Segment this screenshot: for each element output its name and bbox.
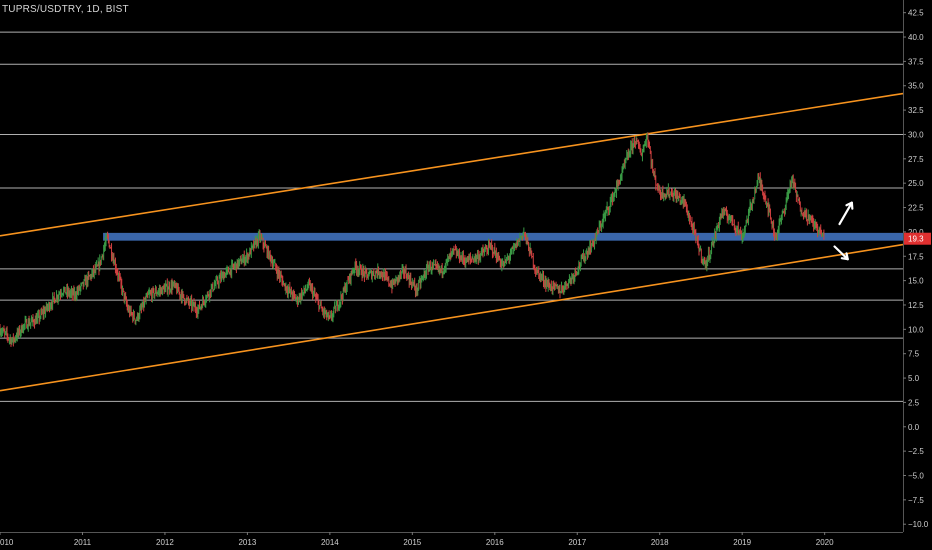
support-zone-rect xyxy=(103,233,903,241)
support-zone xyxy=(103,233,903,241)
y-tick-label-15: 5.0 xyxy=(908,374,920,383)
y-tick-label-13: 10.0 xyxy=(908,325,924,334)
y-tick-label-8: 22.5 xyxy=(908,204,924,213)
x-tick-label-6: 2016 xyxy=(486,538,504,547)
y-tick-label-16: 2.5 xyxy=(908,398,920,407)
x-tick-label-2: 2012 xyxy=(156,538,174,547)
x-tick-label-5: 2015 xyxy=(403,538,421,547)
horizontal-levels xyxy=(0,32,903,401)
y-tick-label-20: −7.5 xyxy=(908,496,924,505)
x-tick-label-3: 2013 xyxy=(238,538,256,547)
y-tick-label-3: 35.0 xyxy=(908,82,924,91)
y-tick-label-10: 17.5 xyxy=(908,252,924,261)
price-axis[interactable]: 42.540.037.535.032.530.027.525.022.520.0… xyxy=(903,0,929,532)
channel-upper-line xyxy=(0,94,903,236)
direction-arrows xyxy=(835,203,853,260)
y-tick-label-7: 25.0 xyxy=(908,179,924,188)
x-tick-label-9: 2019 xyxy=(733,538,751,547)
x-tick-label-4: 2014 xyxy=(321,538,339,547)
channel-lower-line xyxy=(0,245,903,391)
last-price-tag: 19.3 xyxy=(904,233,931,245)
x-tick-label-7: 2017 xyxy=(568,538,586,547)
y-tick-label-0: 42.5 xyxy=(908,9,924,18)
y-tick-label-5: 30.0 xyxy=(908,130,924,139)
y-tick-label-12: 12.5 xyxy=(908,301,924,310)
y-tick-label-11: 15.0 xyxy=(908,277,924,286)
price-tag-label: 19.3 xyxy=(908,235,924,244)
time-axis[interactable]: 010 2011 2012 2013 2014 2015 2016 2017 2018 2019 2… xyxy=(0,532,903,547)
y-tick-label-19: −5.0 xyxy=(908,471,924,480)
x-tick-label-8: 2018 xyxy=(651,538,669,547)
x-tick-label-10: 2020 xyxy=(816,538,834,547)
y-tick-label-2: 37.5 xyxy=(908,57,924,66)
trend-channel xyxy=(0,94,903,391)
y-tick-label-21: −10.0 xyxy=(908,520,929,529)
y-tick-label-18: −2.5 xyxy=(908,447,924,456)
x-tick-label-0: 010 xyxy=(0,538,14,547)
y-tick-label-4: 32.5 xyxy=(908,106,924,115)
y-tick-label-1: 40.0 xyxy=(908,33,924,42)
y-tick-label-17: 0.0 xyxy=(908,423,920,432)
y-tick-label-14: 7.5 xyxy=(908,350,920,359)
x-tick-label-1: 2011 xyxy=(74,538,92,547)
y-tick-label-6: 27.5 xyxy=(908,155,924,164)
